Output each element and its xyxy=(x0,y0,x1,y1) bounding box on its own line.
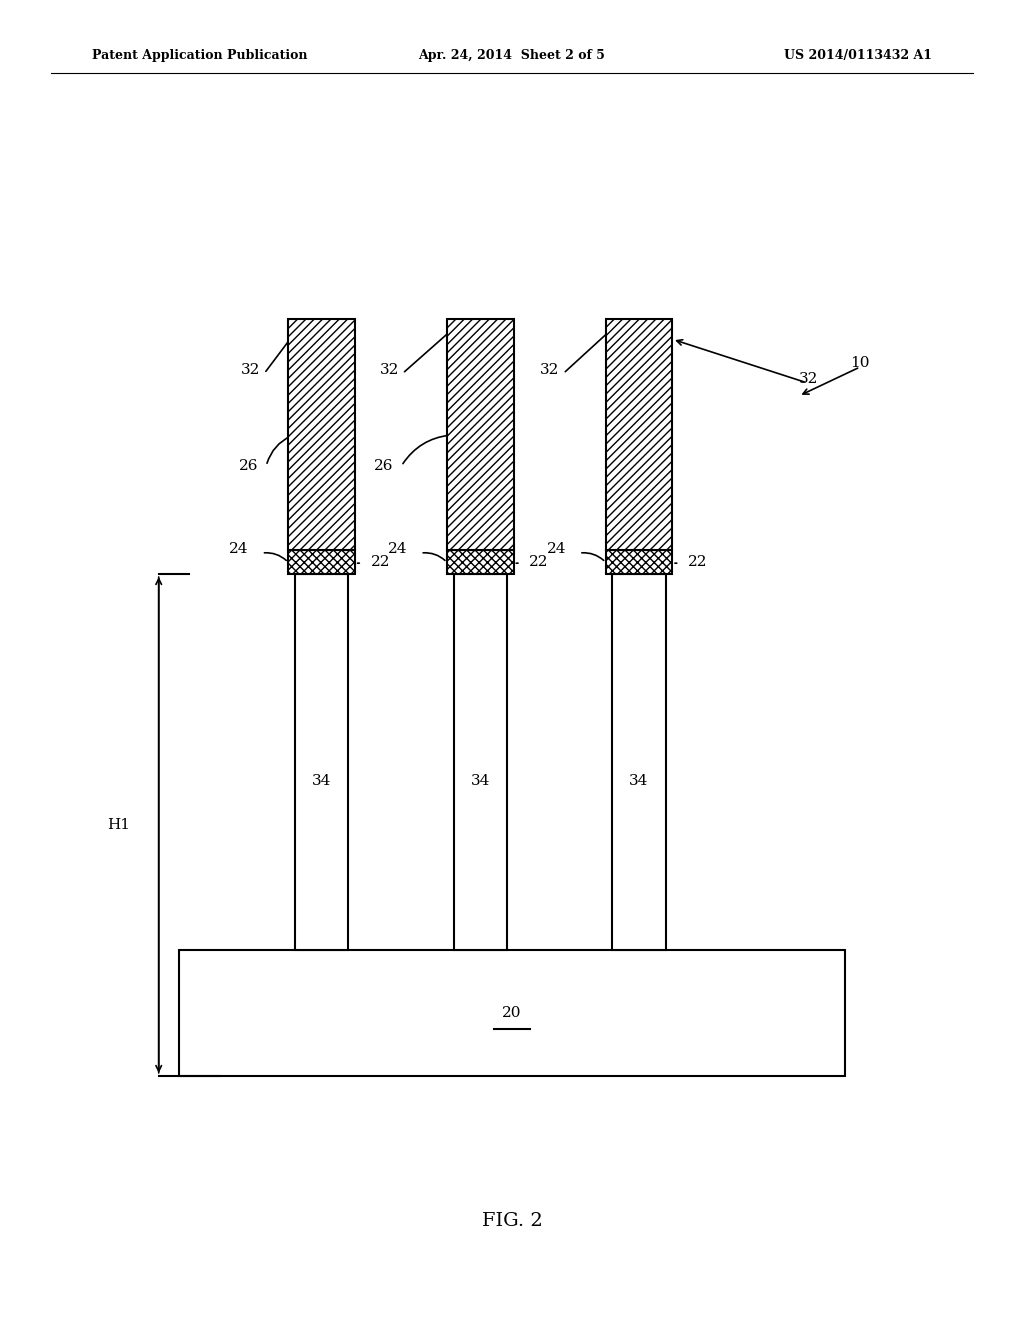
Text: 22: 22 xyxy=(529,556,549,569)
Text: 24: 24 xyxy=(547,543,566,556)
Text: Apr. 24, 2014  Sheet 2 of 5: Apr. 24, 2014 Sheet 2 of 5 xyxy=(419,49,605,62)
Text: 32: 32 xyxy=(242,363,260,376)
Text: 20: 20 xyxy=(502,1006,522,1020)
Text: FIG. 2: FIG. 2 xyxy=(481,1212,543,1230)
Text: 22: 22 xyxy=(688,556,708,569)
Bar xyxy=(289,550,354,574)
Bar xyxy=(446,550,514,574)
Text: 34: 34 xyxy=(471,774,489,788)
Bar xyxy=(179,950,845,1076)
Text: 34: 34 xyxy=(312,774,331,788)
Text: 24: 24 xyxy=(388,543,408,556)
Bar xyxy=(606,319,673,550)
Bar xyxy=(606,550,673,574)
Text: Patent Application Publication: Patent Application Publication xyxy=(92,49,307,62)
Bar xyxy=(295,574,348,950)
Text: 26: 26 xyxy=(239,459,259,473)
Text: 22: 22 xyxy=(371,556,390,569)
Text: H1: H1 xyxy=(108,818,130,832)
Bar xyxy=(289,319,354,550)
Bar xyxy=(446,319,514,550)
Text: 10: 10 xyxy=(850,356,870,370)
Text: 34: 34 xyxy=(630,774,648,788)
Text: US 2014/0113432 A1: US 2014/0113432 A1 xyxy=(783,49,932,62)
Text: 32: 32 xyxy=(800,372,818,385)
Bar xyxy=(454,574,507,950)
Text: 32: 32 xyxy=(541,363,559,376)
Bar xyxy=(612,574,666,950)
Text: 26: 26 xyxy=(645,459,666,473)
Text: 26: 26 xyxy=(374,459,394,473)
Text: 32: 32 xyxy=(380,363,398,376)
Text: 24: 24 xyxy=(229,543,249,556)
